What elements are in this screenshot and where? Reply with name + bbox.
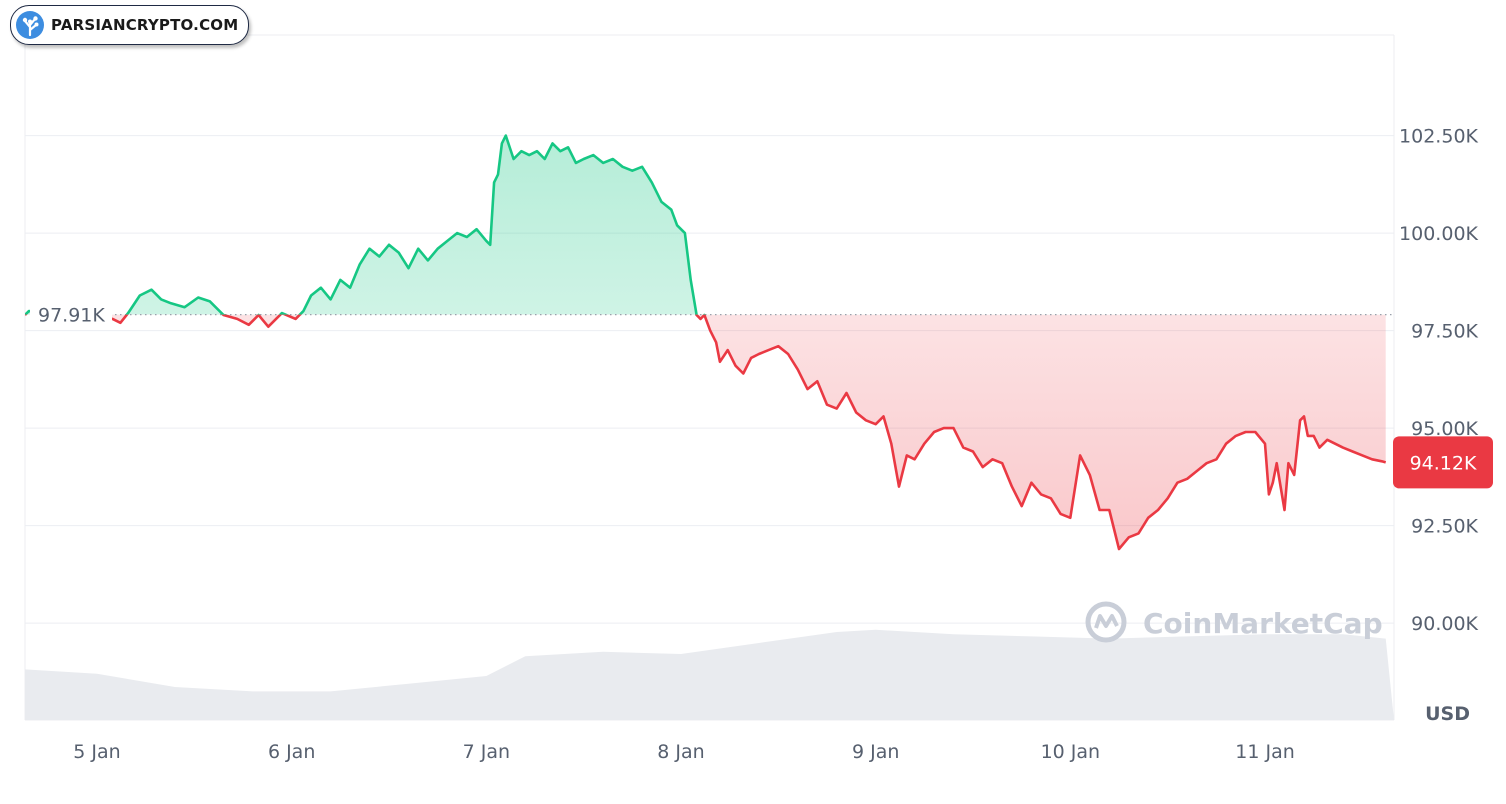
x-tick-label: 10 Jan: [1041, 741, 1101, 763]
area-below-reference: [25, 314, 1386, 549]
x-tick-label: 11 Jan: [1235, 741, 1295, 763]
brand-text: PARSIANCRYPTO.COM: [51, 16, 239, 34]
y-tick-label: 100.00K: [1399, 223, 1478, 245]
x-tick-label: 9 Jan: [852, 741, 899, 763]
y-tick-label: 97.50K: [1411, 321, 1478, 343]
x-tick-label: 8 Jan: [657, 741, 704, 763]
y-tick-label: 102.50K: [1399, 126, 1478, 148]
area-above-reference: [25, 135, 697, 315]
coinmarketcap-logo-icon: [1085, 601, 1127, 643]
last-value-label: 94.12K: [1410, 452, 1477, 474]
x-tick-label: 5 Jan: [73, 741, 120, 763]
brand-badge: PARSIANCRYPTO.COM: [10, 5, 250, 45]
reference-label: 97.91K: [38, 305, 105, 327]
last-value-badge: [1393, 436, 1493, 489]
x-tick-label: 7 Jan: [463, 741, 510, 763]
price-line-up: [25, 134, 706, 315]
price-line-down: [25, 314, 1387, 551]
y-tick-label: 92.50K: [1411, 516, 1478, 538]
y-tick-label: 90.00K: [1411, 613, 1478, 635]
volume-area: [25, 629, 1394, 720]
y-tick-label: 95.00K: [1411, 418, 1478, 440]
unit-label: USD: [1425, 703, 1470, 725]
tree-logo-icon: [16, 11, 44, 39]
watermark: CoinMarketCap: [1085, 601, 1383, 643]
reference-label-bg: [30, 300, 112, 329]
x-tick-label: 6 Jan: [268, 741, 315, 763]
watermark-text: CoinMarketCap: [1143, 607, 1383, 640]
